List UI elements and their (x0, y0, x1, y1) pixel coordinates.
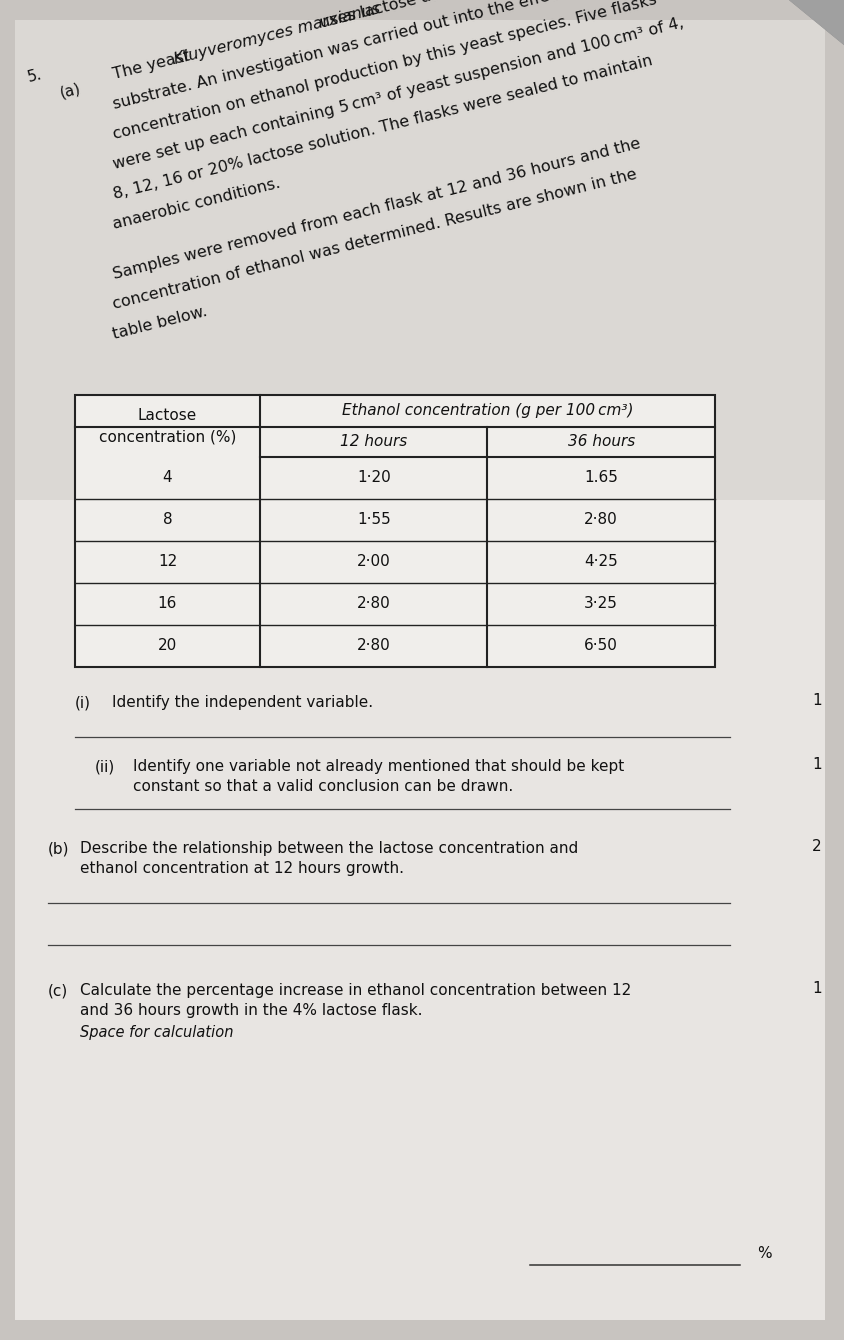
Text: 6·50: 6·50 (583, 638, 618, 654)
Text: 2: 2 (811, 839, 821, 854)
Text: 5.: 5. (26, 67, 44, 84)
Text: (ii): (ii) (95, 758, 115, 775)
Text: substrate. An investigation was carried out into the effect of lactose: substrate. An investigation was carried … (111, 0, 646, 113)
Text: 1·20: 1·20 (356, 470, 390, 485)
Text: 2·00: 2·00 (356, 555, 390, 570)
Text: 3·25: 3·25 (583, 596, 618, 611)
Text: and 36 hours growth in the 4% lactose flask.: and 36 hours growth in the 4% lactose fl… (80, 1004, 422, 1018)
Text: %: % (756, 1246, 771, 1261)
Text: were set up each containing 5 cm³ of yeast suspension and 100 cm³ of 4,: were set up each containing 5 cm³ of yea… (111, 15, 684, 172)
Text: (i): (i) (75, 695, 91, 710)
Text: concentration on ethanol production by this yeast species. Five flasks: concentration on ethanol production by t… (111, 0, 657, 142)
Text: 2·80: 2·80 (356, 638, 390, 654)
Text: Identify the independent variable.: Identify the independent variable. (112, 695, 373, 710)
Text: 2·80: 2·80 (356, 596, 390, 611)
Polygon shape (789, 0, 844, 46)
Bar (75, 395, 714, 667)
Text: Describe the relationship between the lactose concentration and: Describe the relationship between the la… (80, 842, 577, 856)
Text: 36 hours: 36 hours (567, 434, 634, 449)
Text: table below.: table below. (111, 304, 208, 342)
Text: Calculate the percentage increase in ethanol concentration between 12: Calculate the percentage increase in eth… (80, 984, 630, 998)
Text: 4: 4 (163, 470, 172, 485)
Text: (a): (a) (58, 80, 83, 100)
Text: 8, 12, 16 or 20% lactose solution. The flasks were sealed to maintain: 8, 12, 16 or 20% lactose solution. The f… (111, 54, 653, 202)
Text: (c): (c) (48, 984, 68, 998)
Text: 1.65: 1.65 (583, 470, 618, 485)
Text: 12: 12 (158, 555, 177, 570)
Text: 20: 20 (158, 638, 177, 654)
Text: Identify one variable not already mentioned that should be kept: Identify one variable not already mentio… (133, 758, 624, 775)
Text: 1: 1 (811, 981, 821, 996)
Text: 4·25: 4·25 (584, 555, 618, 570)
Text: 1: 1 (811, 693, 821, 708)
Text: 1: 1 (811, 757, 821, 772)
Text: Kluyveromyces marxianus: Kluyveromyces marxianus (172, 1, 381, 67)
Text: Samples were removed from each flask at 12 and 36 hours and the: Samples were removed from each flask at … (111, 137, 641, 281)
Text: Space for calculation: Space for calculation (80, 1025, 233, 1040)
Text: constant so that a valid conclusion can be drawn.: constant so that a valid conclusion can … (133, 779, 512, 795)
Text: anaerobic conditions.: anaerobic conditions. (111, 176, 282, 232)
Text: (b): (b) (48, 842, 69, 856)
Text: concentration of ethanol was determined. Results are shown in the: concentration of ethanol was determined.… (111, 168, 638, 312)
Text: 8: 8 (163, 512, 172, 528)
Text: 16: 16 (158, 596, 177, 611)
Bar (15, 500, 824, 1320)
Text: ethanol concentration at 12 hours growth.: ethanol concentration at 12 hours growth… (80, 862, 403, 876)
Text: 12 hours: 12 hours (340, 434, 407, 449)
Text: Ethanol concentration (g per 100 cm³): Ethanol concentration (g per 100 cm³) (341, 403, 632, 418)
Text: 2·80: 2·80 (584, 512, 618, 528)
Text: 1·55: 1·55 (356, 512, 390, 528)
Text: The yeast: The yeast (111, 47, 197, 82)
Text: Lactose
concentration (%): Lactose concentration (%) (99, 407, 236, 444)
Text: uses lactose as a respiratory: uses lactose as a respiratory (313, 0, 544, 32)
Bar (76, 397, 713, 666)
